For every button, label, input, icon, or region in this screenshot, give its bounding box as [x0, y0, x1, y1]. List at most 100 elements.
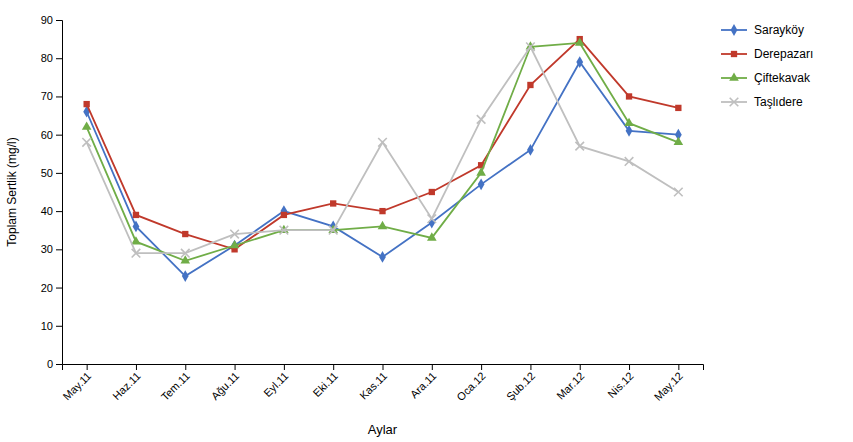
series-marker: [527, 144, 534, 156]
y-tick: 10: [41, 320, 62, 332]
x-tick-mark: [185, 364, 186, 370]
legend-item: Sarayköy: [721, 23, 804, 37]
legend-swatch-marker: [731, 24, 738, 36]
y-tick: 50: [41, 167, 62, 179]
x-tick-mark: [383, 364, 384, 370]
x-tick-label: Eyl.11: [261, 370, 291, 400]
x-axis-line: [63, 365, 704, 371]
x-tick-mark: [629, 364, 630, 370]
series-marker: [575, 37, 585, 45]
y-tick: 40: [41, 205, 62, 217]
x-tick: Kas.11: [357, 364, 389, 402]
series-marker: [181, 249, 190, 258]
x-tick-label: Şub.12: [504, 370, 537, 403]
x-tick-label: May.11: [61, 370, 94, 403]
y-tick-label: 0: [47, 358, 53, 370]
series-marker: [182, 231, 188, 237]
legend-label: Çiftekavak: [754, 71, 811, 85]
series-marker: [674, 188, 683, 197]
series: [82, 42, 682, 257]
y-tick-label: 80: [41, 52, 53, 64]
x-axis: May.11Haz.11Tem.11Ağu.11Eyl.11Eki.11Kas.…: [61, 364, 704, 403]
series-line: [87, 62, 679, 276]
y-tick: 20: [41, 282, 62, 294]
x-tick: Şub.12: [504, 364, 537, 403]
series-marker: [674, 137, 684, 145]
legend-item: Derepazarı: [721, 47, 813, 61]
legend-swatch-marker: [730, 98, 739, 107]
y-tick-label: 40: [41, 205, 53, 217]
series-marker: [83, 101, 89, 107]
series-marker: [82, 138, 91, 147]
legend-label: Taşlıdere: [754, 95, 803, 109]
series: [82, 37, 683, 263]
x-tick: May.12: [652, 364, 685, 403]
y-tick-mark: [56, 20, 62, 21]
x-tick-mark: [432, 364, 433, 370]
series-marker: [330, 200, 336, 206]
y-tick-mark: [56, 96, 62, 97]
y-axis: 0 10 20 30 40 50 60 70 80 90: [41, 14, 63, 370]
x-tick: Oca.12: [454, 364, 488, 403]
x-tick-label: Kas.11: [357, 370, 389, 402]
y-tick-label: 10: [41, 320, 53, 332]
x-tick-mark: [136, 364, 137, 370]
series-marker: [132, 249, 141, 258]
series-marker: [429, 189, 435, 195]
series-marker: [526, 42, 535, 51]
y-tick-label: 90: [41, 14, 53, 26]
y-tick-mark: [56, 249, 62, 250]
series-line: [87, 43, 679, 261]
x-tick-label: Mar.12: [554, 370, 586, 402]
series-marker: [131, 236, 141, 244]
y-tick-mark: [56, 288, 62, 289]
series-marker: [478, 178, 485, 190]
x-tick: Nis.12: [605, 364, 636, 400]
series-line: [87, 39, 679, 249]
y-tick-label: 50: [41, 167, 53, 179]
y-tick-label: 60: [41, 129, 53, 141]
series: [83, 36, 681, 253]
x-tick: Haz.11: [110, 364, 143, 402]
y-tick-mark: [56, 211, 62, 212]
x-tick: Ara.11: [408, 364, 439, 400]
y-tick-label: 20: [41, 282, 53, 294]
series-marker: [133, 221, 140, 233]
series-marker: [182, 270, 189, 282]
x-tick-label: May.12: [652, 370, 685, 403]
series-line: [87, 47, 679, 253]
series-marker: [281, 212, 287, 218]
x-tick-mark: [580, 364, 581, 370]
y-tick: 0: [47, 358, 62, 370]
series: [83, 56, 681, 282]
x-tick-mark: [678, 364, 679, 370]
series-marker: [379, 251, 386, 263]
y-tick-label: 70: [41, 90, 53, 102]
series-marker: [428, 214, 437, 223]
series-marker: [133, 212, 139, 218]
series-marker: [675, 105, 681, 111]
series-marker: [378, 138, 387, 147]
legend-label: Derepazarı: [754, 47, 813, 61]
series-marker: [82, 121, 92, 129]
legend-item: Çiftekavak: [721, 71, 811, 85]
series-marker: [280, 226, 289, 235]
series-marker: [230, 230, 239, 239]
x-tick-label: Ara.11: [408, 370, 439, 401]
y-tick-label: 30: [41, 243, 53, 255]
series-marker: [477, 115, 486, 124]
x-tick-mark: [530, 364, 531, 370]
y-axis-title: Toplam Sertlik (mg/l): [5, 137, 19, 246]
y-tick: 60: [41, 129, 62, 141]
y-tick: 70: [41, 90, 62, 102]
y-tick-mark: [56, 173, 62, 174]
y-tick: 30: [41, 243, 62, 255]
series-marker: [575, 142, 584, 151]
chart: 0102030405060708090May.11Haz.11Tem.11Ağu…: [0, 0, 853, 442]
series-marker: [626, 125, 633, 137]
x-tick-label: Ağu.11: [209, 370, 242, 403]
series-marker: [625, 157, 634, 166]
x-tick-mark: [284, 364, 285, 370]
x-tick: Ağu.11: [209, 364, 242, 402]
legend-swatch-marker: [731, 51, 737, 57]
